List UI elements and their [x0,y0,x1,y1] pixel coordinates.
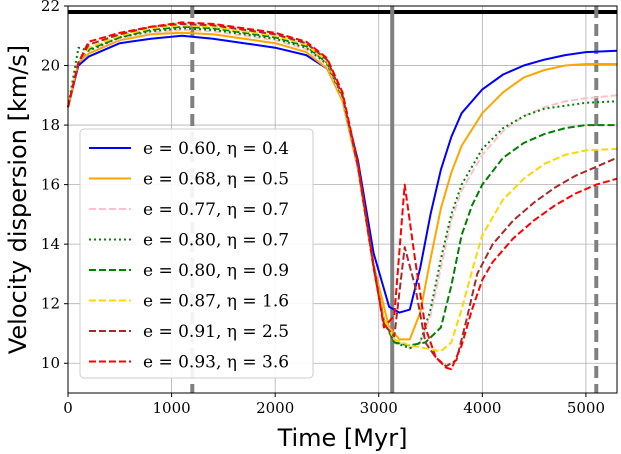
y-tick-label: 20 [41,57,60,75]
legend-label-3: e = 0.77, η = 0.7 [143,200,289,220]
legend-label-1: e = 0.60, η = 0.4 [143,139,289,159]
reference-lines [68,6,617,393]
x-tick-label: 4000 [463,399,501,417]
y-tick-label: 22 [41,0,60,15]
y-tick-label: 12 [41,295,60,313]
legend: e = 0.60, η = 0.4 e = 0.68, η = 0.5 e = 0.… [79,128,314,379]
x-tick-label: 0 [63,399,73,417]
legend-label-6: e = 0.87, η = 1.6 [143,292,289,312]
legend-label-8: e = 0.93, η = 3.6 [143,353,289,373]
legend-label-2: e = 0.68, η = 0.5 [143,170,289,190]
x-tick-label: 3000 [360,399,398,417]
series-line-8 [67,21,618,371]
series-line-7 [67,22,618,368]
legend-box [79,128,314,379]
y-axis-title: Velocity dispersion [km/s] [4,45,32,354]
plot-frame [67,5,618,394]
series-line-1 [67,34,618,314]
series-line-6 [67,24,618,353]
axis-ticks: 0 1000 2000 3000 4000 5000 10 12 14 16 18 20 22 [41,0,605,417]
series-lines [67,21,618,371]
y-tick-label: 10 [41,354,60,372]
y-tick-label: 14 [41,235,60,253]
x-tick-label: 1000 [152,399,190,417]
legend-label-4: e = 0.80, η = 0.7 [143,231,289,251]
y-tick-label: 16 [41,176,60,194]
y-tick-label: 18 [41,116,60,134]
legend-label-5: e = 0.80, η = 0.9 [143,261,289,281]
series-line-5 [67,25,617,347]
x-tick-label: 5000 [567,399,605,417]
legend-label-7: e = 0.91, η = 2.5 [143,322,289,342]
x-axis-title: Time [Myr] [277,424,408,452]
x-tick-label: 2000 [256,399,294,417]
